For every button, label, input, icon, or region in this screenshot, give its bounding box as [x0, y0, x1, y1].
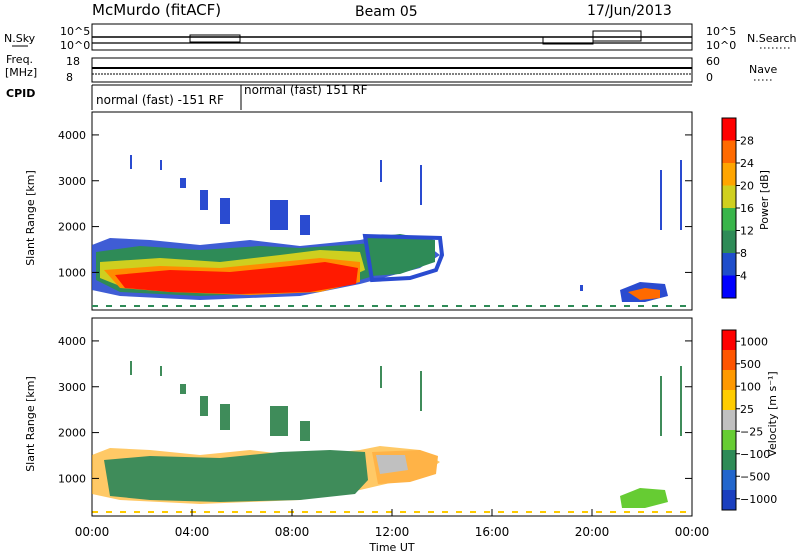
nsky-panel: N.Sky 10^5 10^0 10^5 10^0 N.Search: [4, 23, 797, 52]
power-frame: [91, 111, 693, 311]
x-tick-label-0: 00:00: [75, 525, 110, 539]
power-yticks: 1000 2000 3000 4000: [58, 129, 692, 279]
power-cbar-label-5: 24: [740, 157, 754, 170]
nsky-box-1: [189, 34, 241, 43]
velocity-cbar-label-5: −100: [740, 448, 770, 461]
freq-ylabel-line1: Freq.: [6, 53, 33, 66]
station-title: McMurdo (fitACF): [92, 1, 221, 19]
date-title: 17/Jun/2013: [587, 3, 672, 19]
velocity-data: [92, 361, 692, 513]
freq-ylabel-line2: [MHz]: [5, 66, 37, 79]
power-cbar-swatch-6: [722, 140, 736, 163]
velocity-right-patch-grey: [376, 455, 408, 474]
power-cbar-swatch-5: [722, 163, 736, 186]
power-ytick-label-3: 4000: [58, 129, 86, 142]
velocity-late-echo: [620, 488, 668, 508]
velocity-cbar-label-6: −500: [740, 470, 770, 483]
x-tick-label-6: 00:00: [675, 525, 710, 539]
cpid-panel: CPID normal (fast) -151 RF normal (fast)…: [6, 83, 692, 110]
velocity-cbar-label-4: −25: [740, 425, 763, 438]
cpid-label: CPID: [6, 87, 35, 100]
power-cbar-label: Power [dB]: [758, 170, 771, 230]
velocity-yticks: 1000 2000 3000 4000: [58, 335, 692, 485]
velocity-cbar-label-0: 1000: [740, 335, 768, 348]
velocity-cbar-swatch-6: [722, 370, 736, 390]
beam-title: Beam 05: [355, 4, 418, 20]
velocity-cbar-swatch-4: [722, 410, 736, 430]
power-cbar-label-0: 4: [740, 270, 747, 283]
power-right-patch: [365, 234, 435, 276]
time-axis: 00:00 04:00 08:00 12:00 16:00 20:00 00:00: [75, 509, 710, 539]
nsearch-ytick-top: 10^5: [706, 25, 736, 38]
velocity-cbar-label: Velocity [m s⁻¹]: [766, 371, 779, 456]
x-tick-label-5: 20:00: [575, 525, 610, 539]
velocity-cbar-label-7: −1000: [740, 493, 777, 506]
freq-panel: Freq. [MHz] 18 8 60 0 Nave: [5, 53, 777, 84]
velocity-cbar-label-2: 100: [740, 380, 761, 393]
power-ytick-label-1: 2000: [58, 221, 86, 234]
power-ytick-label-2: 3000: [58, 175, 86, 188]
velocity-cbar-swatch-2: [722, 450, 736, 470]
velocity-green-band: [104, 450, 368, 502]
x-tick-label-2: 08:00: [275, 525, 310, 539]
power-data: [92, 155, 692, 307]
velocity-cbar-label-3: 25: [740, 403, 754, 416]
power-cbar-swatch-4: [722, 185, 736, 208]
velocity-cbar-swatch-0: [722, 490, 736, 510]
nsearch-ytick-bottom: 10^0: [706, 39, 736, 52]
x-tick-label-4: 16:00: [475, 525, 510, 539]
power-scatter: [130, 155, 682, 291]
nsky-ytick-bottom: 10^0: [60, 39, 90, 52]
nave-ytick-top: 60: [706, 55, 720, 68]
power-cbar-swatch-3: [722, 208, 736, 231]
nsky-ylabel: N.Sky: [4, 32, 36, 45]
velocity-cbar-swatch-3: [722, 430, 736, 450]
x-tick-label-3: 12:00: [375, 525, 410, 539]
nsky-ytick-top: 10^5: [60, 25, 90, 38]
velocity-cbar-frame: [721, 329, 737, 511]
freq-ytick-bottom: 8: [66, 71, 73, 84]
power-cbar-label-3: 16: [740, 202, 754, 215]
freq-frame: [91, 57, 693, 83]
power-cbar-label-4: 20: [740, 180, 754, 193]
x-axis-label: Time UT: [368, 541, 414, 554]
velocity-cbar-label-1: 500: [740, 358, 761, 371]
velocity-ylabel: Slant Range [km]: [24, 376, 37, 472]
power-colorbar: 4 8 12 16 20 24 28: [721, 117, 754, 299]
cpid-segment-1: normal (fast) -151 RF: [96, 93, 224, 107]
velocity-ytick-label-2: 3000: [58, 381, 86, 394]
velocity-cbar-swatch-7: [722, 350, 736, 370]
nave-ylabel: Nave: [749, 63, 777, 76]
velocity-panel: Slant Range [km] 1000 2000 3000 4000 1000 50…: [24, 317, 779, 517]
velocity-scatter: [130, 361, 682, 441]
power-cbar-label-2: 12: [740, 225, 754, 238]
power-ytick-label-0: 1000: [58, 266, 86, 279]
power-right-patch-blue: [362, 233, 445, 283]
nave-ytick-bottom: 0: [706, 71, 713, 84]
power-cbar-swatch-2: [722, 230, 736, 253]
freq-ytick-top: 18: [66, 55, 80, 68]
power-cbar-swatch-7: [722, 118, 736, 141]
velocity-cbar-swatch-5: [722, 390, 736, 410]
velocity-colorbar: 1000 500 100 25 −25 −100 −500 −1000: [721, 329, 777, 511]
power-cbar-label-1: 8: [740, 247, 747, 260]
nsky-box-3: [592, 30, 642, 42]
x-tick-label-1: 04:00: [175, 525, 210, 539]
velocity-ytick-label-3: 4000: [58, 335, 86, 348]
power-panel: Slant Range [km] 1000 2000 3000 4000 4 8 12 16…: [24, 111, 771, 311]
power-red-core: [115, 262, 358, 294]
power-cbar-swatch-0: [722, 275, 736, 298]
power-late-echo-core: [628, 288, 660, 300]
power-cbar-swatch-1: [722, 253, 736, 276]
nsearch-ylabel: N.Search: [747, 32, 797, 45]
velocity-ytick-label-1: 2000: [58, 427, 86, 440]
power-ylabel: Slant Range [km]: [24, 170, 37, 266]
nsky-trace: [92, 30, 692, 45]
cpid-segment-2: normal (fast) 151 RF: [244, 83, 368, 97]
velocity-cbar-swatch-1: [722, 470, 736, 490]
velocity-ytick-label-0: 1000: [58, 472, 86, 485]
power-cbar-label-6: 28: [740, 135, 754, 148]
velocity-cbar-swatch-8: [722, 330, 736, 350]
